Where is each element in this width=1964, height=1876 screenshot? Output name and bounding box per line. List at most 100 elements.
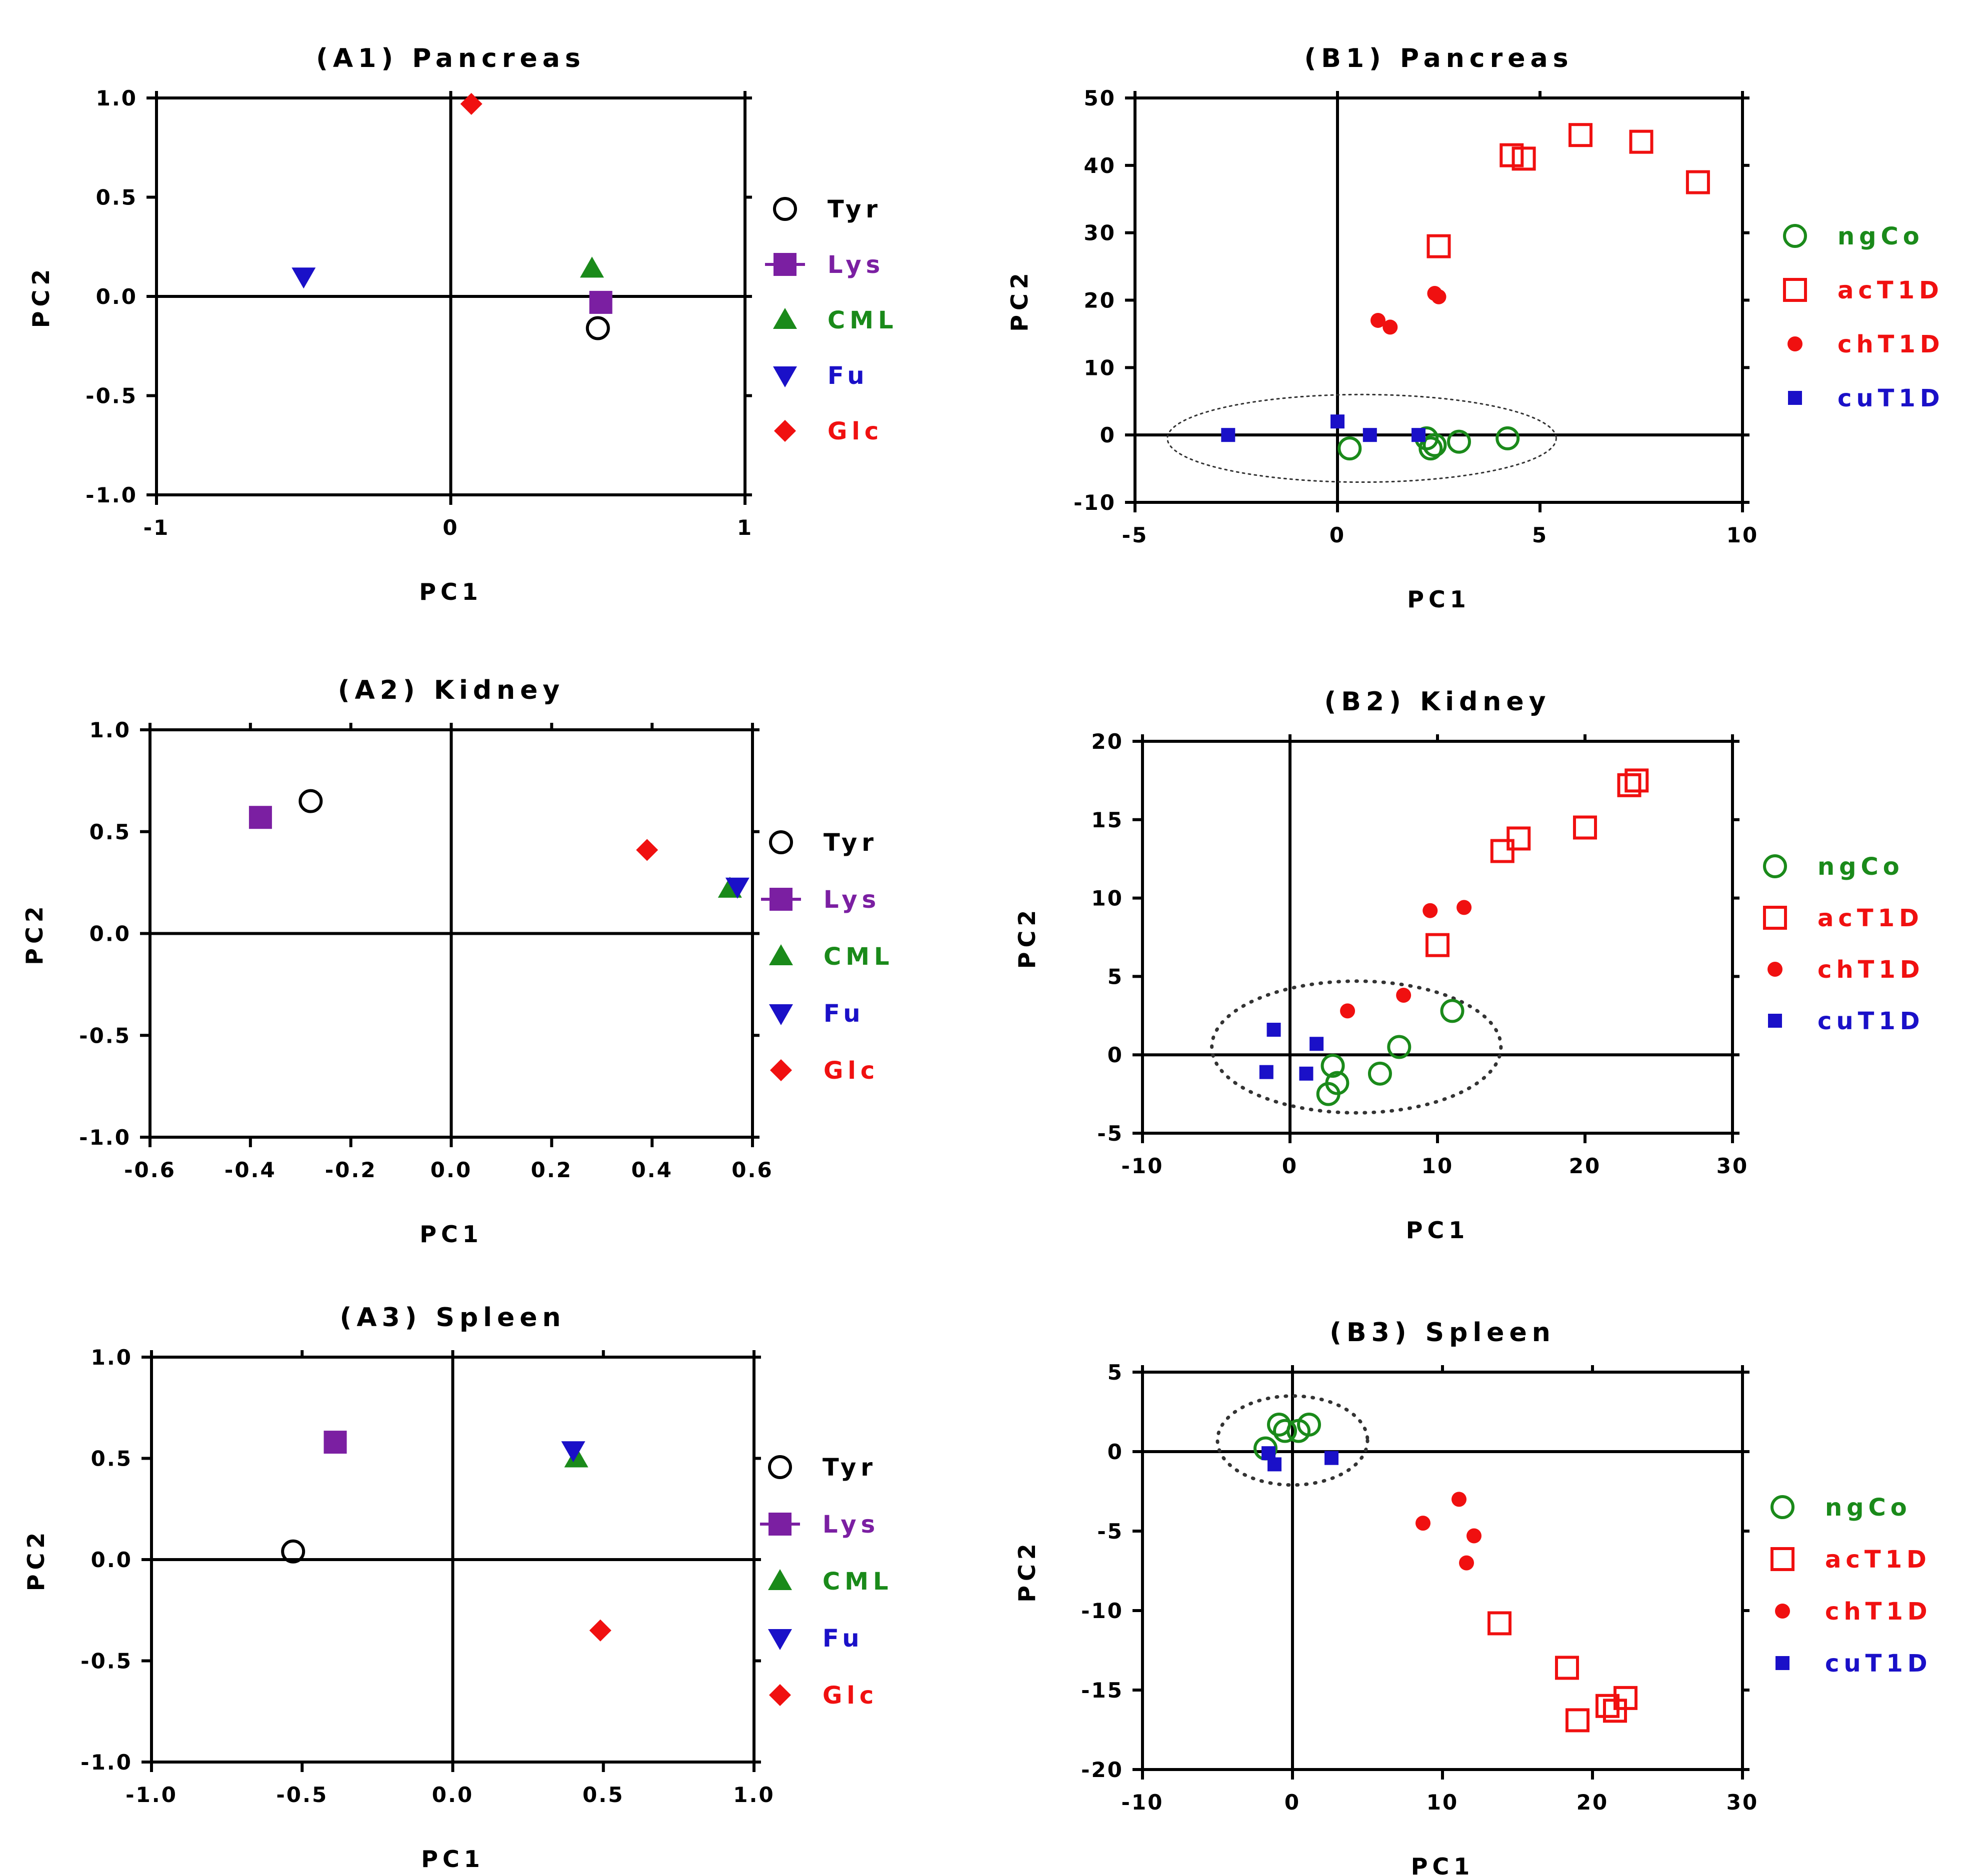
legend-label-ngco: ngCo (1825, 1494, 1912, 1522)
legend-marker-glc (774, 420, 796, 442)
legend: ngCo acT1D chT1D cuT1D (1783, 222, 1944, 412)
y-tick-label: 0.5 (91, 1447, 132, 1471)
data-point-cht1d (1452, 1492, 1466, 1507)
legend-marker-tyr (769, 830, 793, 854)
x-axis-label: PC1 (421, 1846, 484, 1873)
y-axis-label: PC2 (1014, 1539, 1040, 1602)
y-tick-label: -10 (1081, 1599, 1124, 1623)
data-point-ngco (1368, 1061, 1392, 1086)
x-tick-label: -0.2 (325, 1158, 377, 1182)
chart-title: (B2) Kidney (1324, 687, 1551, 717)
legend-marker-tyr (773, 197, 797, 221)
legend-marker-fu (773, 366, 797, 387)
x-tick-label: 0.0 (430, 1158, 472, 1182)
x-tick-label: 0 (1282, 1154, 1298, 1178)
data-point-act1d (1568, 123, 1592, 147)
y-tick-label: 0.5 (96, 185, 138, 210)
y-tick-label: 5 (1108, 1360, 1124, 1385)
series-tyr (586, 316, 610, 340)
data-point-act1d (1629, 129, 1654, 154)
x-tick-label: 0.4 (631, 1158, 672, 1182)
legend-label-ngco: ngCo (1818, 853, 1904, 881)
legend-marker-lys (770, 888, 792, 911)
legend: Tyr Lys CML Fu Glc (765, 195, 898, 445)
legend-marker-cht1d (1788, 336, 1802, 351)
x-tick-label: 20 (1569, 1154, 1601, 1178)
legend-marker-cht1d (1768, 962, 1782, 977)
legend-label-glc: Glc (824, 1057, 879, 1085)
x-axis-label: PC1 (1407, 586, 1470, 613)
series-ngco (1316, 999, 1464, 1106)
x-tick-label: 0 (442, 515, 458, 540)
x-tick-label: 0.0 (432, 1783, 474, 1807)
y-tick-label: 40 (1084, 153, 1116, 178)
y-tick-label: 0.0 (90, 922, 131, 946)
y-tick-label: 0.5 (90, 820, 131, 844)
legend-label-act1d: acT1D (1818, 904, 1924, 932)
data-point-cht1d (1370, 312, 1386, 328)
legend-label-act1d: acT1D (1825, 1546, 1931, 1574)
series-tyr (281, 1539, 306, 1564)
legend-label-cml: CML (828, 306, 898, 334)
legend-label-cht1d: chT1D (1838, 330, 1944, 358)
y-tick-label: -1.0 (80, 1750, 132, 1775)
data-point-act1d (1573, 815, 1597, 840)
y-tick-label: 1.0 (96, 86, 138, 110)
series-fu (725, 877, 750, 899)
legend-marker-cut1d (1788, 391, 1802, 405)
data-point-cht1d (1382, 319, 1398, 335)
x-tick-label: 10 (1422, 1154, 1454, 1178)
data-point-cht1d (1456, 900, 1472, 915)
legend-marker-cut1d (1776, 1656, 1790, 1670)
legend-marker-lys (768, 1513, 792, 1536)
legend-label-cut1d: cuT1D (1838, 384, 1944, 412)
legend-marker-act1d (1783, 278, 1807, 302)
y-axis-label: PC2 (22, 1528, 50, 1591)
data-point-cht1d (1416, 1516, 1430, 1531)
y-axis-label: PC2 (1014, 906, 1040, 969)
legend-label-cht1d: chT1D (1818, 956, 1924, 984)
legend-label-glc: Glc (828, 417, 883, 445)
data-point-act1d (1555, 1656, 1579, 1680)
data-point-act1d (1686, 170, 1710, 194)
chart-a1: -1 0 1 -1.0 -0.5 0.0 0.5 1.0 (A1) Pancreas PC1 PC2… (28, 43, 898, 605)
legend-marker-ngco (1770, 1495, 1794, 1519)
data-point-lys (589, 290, 612, 314)
x-tick-label: -0.6 (124, 1158, 176, 1182)
data-point-act1d (1566, 1708, 1590, 1733)
y-tick-label: 20 (1084, 288, 1116, 313)
chart-title: (A1) Pancreas (316, 43, 586, 73)
data-point-ngco (1422, 433, 1447, 457)
x-tick-label: -1.0 (126, 1783, 178, 1807)
y-tick-label: -0.5 (86, 384, 138, 408)
data-point-cut1d (1412, 428, 1426, 442)
series-lys (589, 290, 612, 314)
data-point-cut1d (1259, 1065, 1274, 1079)
legend-marker-cml (769, 944, 793, 965)
data-point-act1d (1596, 1694, 1620, 1718)
series-cht1d (1340, 900, 1472, 1019)
y-tick-label: 30 (1084, 221, 1116, 245)
legend-label-lys: Lys (824, 886, 880, 914)
data-point-ngco (1320, 1054, 1345, 1078)
y-tick-label: -5 (1097, 1519, 1124, 1544)
legend-marker-glc (769, 1684, 791, 1706)
series-ngco (1254, 1412, 1321, 1461)
legend-label-tyr: Tyr (822, 1454, 877, 1482)
y-tick-label: -0.5 (80, 1649, 132, 1674)
series-cht1d (1370, 286, 1446, 335)
y-tick-label: 5 (1108, 964, 1124, 989)
data-point-act1d (1500, 143, 1524, 167)
cluster-ellipse (1210, 979, 1503, 1115)
legend-marker-tyr (768, 1455, 792, 1479)
x-tick-label: 30 (1726, 1790, 1758, 1815)
y-axis-label: PC2 (1006, 268, 1033, 331)
data-point-fu (561, 1441, 586, 1463)
x-tick-label: -10 (1122, 1154, 1164, 1178)
x-tick-label: -1 (144, 515, 170, 540)
legend-label-fu: Fu (828, 362, 869, 390)
data-point-act1d (1512, 146, 1536, 171)
legend-marker-ngco (1763, 854, 1787, 878)
series-fu (292, 267, 316, 289)
